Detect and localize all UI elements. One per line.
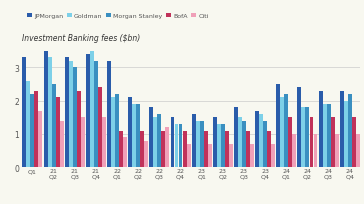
Bar — [318, 91, 323, 167]
Bar — [340, 91, 344, 167]
Bar — [313, 134, 317, 167]
Bar — [234, 108, 238, 167]
Bar — [301, 108, 305, 167]
Bar — [60, 121, 64, 167]
Bar — [288, 118, 292, 167]
Bar — [161, 131, 165, 167]
Bar — [284, 94, 288, 167]
Bar — [259, 114, 263, 167]
Bar — [98, 88, 102, 167]
Bar — [170, 118, 174, 167]
Bar — [348, 94, 352, 167]
Bar — [23, 58, 26, 167]
Bar — [297, 88, 301, 167]
Bar — [246, 131, 250, 167]
Bar — [327, 104, 331, 167]
Bar — [157, 114, 161, 167]
Bar — [44, 51, 48, 167]
Bar — [86, 55, 90, 167]
Bar — [271, 144, 275, 167]
Bar — [255, 111, 259, 167]
Bar — [276, 85, 280, 167]
Bar — [213, 118, 217, 167]
Bar — [94, 61, 98, 167]
Bar — [119, 131, 123, 167]
Bar — [221, 124, 225, 167]
Bar — [335, 134, 339, 167]
Bar — [242, 121, 246, 167]
Bar — [56, 98, 60, 167]
Bar — [35, 91, 39, 167]
Bar — [267, 131, 271, 167]
Bar — [132, 104, 136, 167]
Bar — [331, 118, 335, 167]
Bar — [250, 144, 254, 167]
Bar — [73, 68, 77, 167]
Bar — [123, 137, 127, 167]
Bar — [81, 118, 85, 167]
Bar — [208, 144, 212, 167]
Bar — [107, 61, 111, 167]
Bar — [39, 111, 43, 167]
Bar — [229, 144, 233, 167]
Bar — [165, 128, 169, 167]
Bar — [144, 141, 148, 167]
Bar — [179, 124, 182, 167]
Bar — [352, 118, 356, 167]
Bar — [280, 98, 284, 167]
Text: Investment Banking fees ($bn): Investment Banking fees ($bn) — [22, 34, 140, 43]
Bar — [27, 81, 30, 167]
Bar — [204, 131, 208, 167]
Bar — [192, 114, 195, 167]
Bar — [200, 121, 203, 167]
Legend: JPMorgan, Goldman, Morgan Stanley, BofA, Citi: JPMorgan, Goldman, Morgan Stanley, BofA,… — [25, 11, 211, 22]
Bar — [217, 124, 221, 167]
Bar — [149, 108, 153, 167]
Bar — [48, 58, 52, 167]
Bar — [238, 118, 242, 167]
Bar — [153, 118, 157, 167]
Bar — [225, 131, 229, 167]
Bar — [77, 91, 81, 167]
Bar — [292, 134, 296, 167]
Bar — [128, 98, 132, 167]
Bar — [140, 131, 144, 167]
Bar — [65, 58, 69, 167]
Bar — [344, 101, 348, 167]
Bar — [263, 121, 267, 167]
Bar — [356, 134, 360, 167]
Bar — [305, 108, 309, 167]
Bar — [323, 104, 327, 167]
Bar — [31, 94, 34, 167]
Bar — [69, 61, 73, 167]
Bar — [102, 118, 106, 167]
Bar — [174, 124, 178, 167]
Bar — [183, 131, 186, 167]
Bar — [136, 104, 140, 167]
Bar — [196, 121, 199, 167]
Bar — [115, 94, 119, 167]
Bar — [90, 51, 94, 167]
Bar — [111, 98, 115, 167]
Bar — [52, 85, 56, 167]
Bar — [187, 144, 190, 167]
Bar — [309, 118, 313, 167]
